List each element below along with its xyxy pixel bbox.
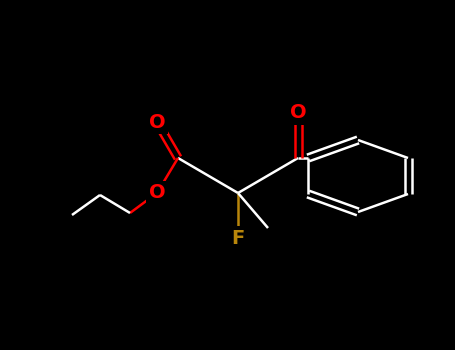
Text: O: O	[149, 112, 165, 132]
Text: O: O	[290, 104, 306, 122]
Text: O: O	[149, 183, 165, 203]
Text: F: F	[232, 229, 245, 247]
